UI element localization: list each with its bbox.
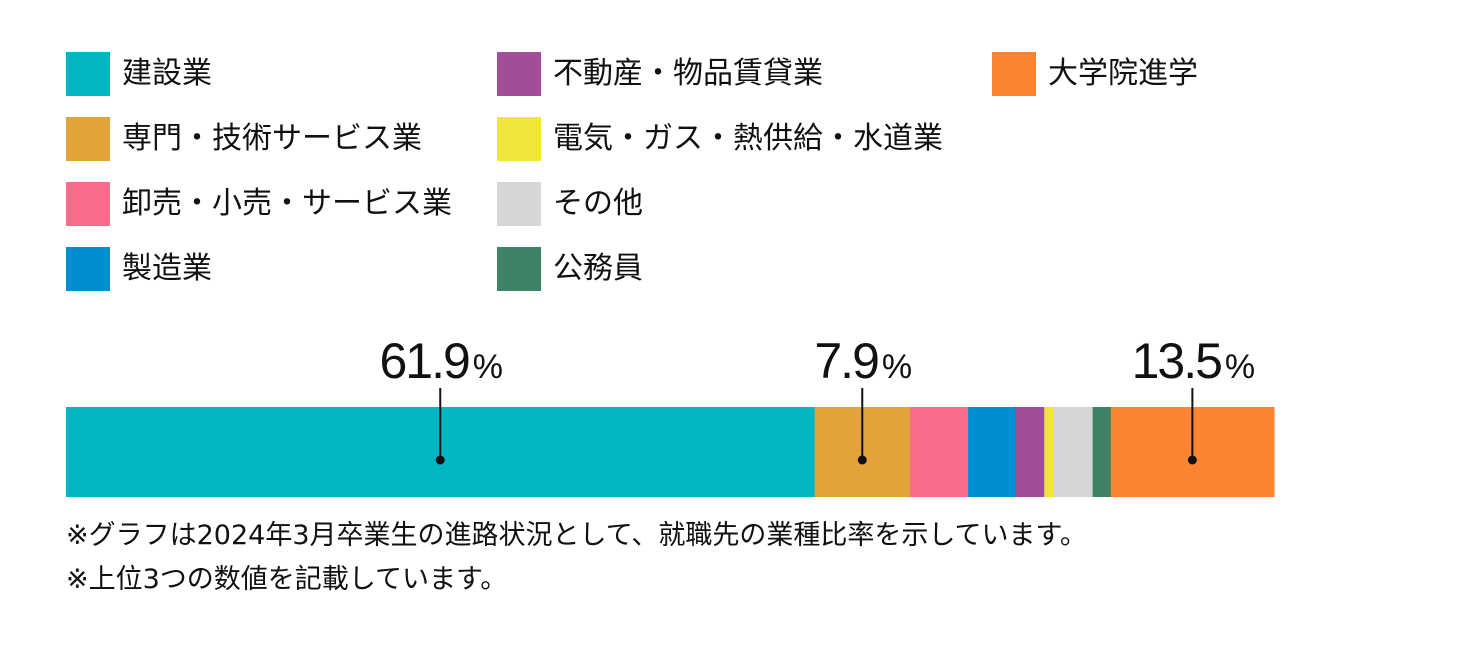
bar-segment (1053, 407, 1094, 497)
legend-swatch (66, 182, 110, 226)
legend-item: 電気・ガス・熱供給・水道業 (497, 117, 943, 161)
legend-label: 専門・技術サービス業 (122, 121, 422, 156)
legend-item: 公務員 (497, 247, 643, 291)
data-label: 13.5% (1132, 333, 1255, 389)
bar-segment (1092, 407, 1112, 497)
note-line-1: ※グラフは2024年3月卒業生の進路状況として、就職先の業種比率を示しています。 (66, 520, 1087, 551)
legend-item: 建設業 (66, 52, 212, 96)
legend-swatch (992, 52, 1036, 96)
legend-label: その他 (553, 186, 643, 221)
bar-segment (968, 407, 1016, 497)
legend-label: 建設業 (122, 56, 212, 91)
legend-label: 不動産・物品賃貸業 (553, 56, 823, 91)
legend-swatch (497, 52, 541, 96)
legend-label: 製造業 (122, 251, 212, 286)
legend-swatch (66, 247, 110, 291)
note-line-2: ※上位3つの数値を記載しています。 (66, 564, 508, 595)
bar-segment (1015, 407, 1045, 497)
bar-segment (910, 407, 969, 497)
legend-item: 製造業 (66, 247, 212, 291)
legend-item: 専門・技術サービス業 (66, 117, 422, 161)
legend-label: 公務員 (553, 251, 643, 286)
legend-item: その他 (497, 182, 643, 226)
legend-item: 大学院進学 (992, 52, 1198, 96)
legend-item: 卸売・小売・サービス業 (66, 182, 452, 226)
legend-swatch (66, 52, 110, 96)
callout-dot (435, 455, 445, 465)
legend-label: 大学院進学 (1048, 56, 1198, 91)
legend-swatch (497, 247, 541, 291)
legend-item: 不動産・物品賃貸業 (497, 52, 823, 96)
legend-swatch (66, 117, 110, 161)
data-label: 7.9% (814, 333, 912, 389)
data-label: 61.9% (379, 333, 502, 389)
legend-swatch (497, 182, 541, 226)
legend-label: 卸売・小売・サービス業 (122, 186, 452, 221)
callout-dot (857, 455, 867, 465)
legend-swatch (497, 117, 541, 161)
bar-segment (1044, 407, 1055, 497)
legend-label: 電気・ガス・熱供給・水道業 (553, 121, 943, 156)
callout-dot (1187, 455, 1197, 465)
